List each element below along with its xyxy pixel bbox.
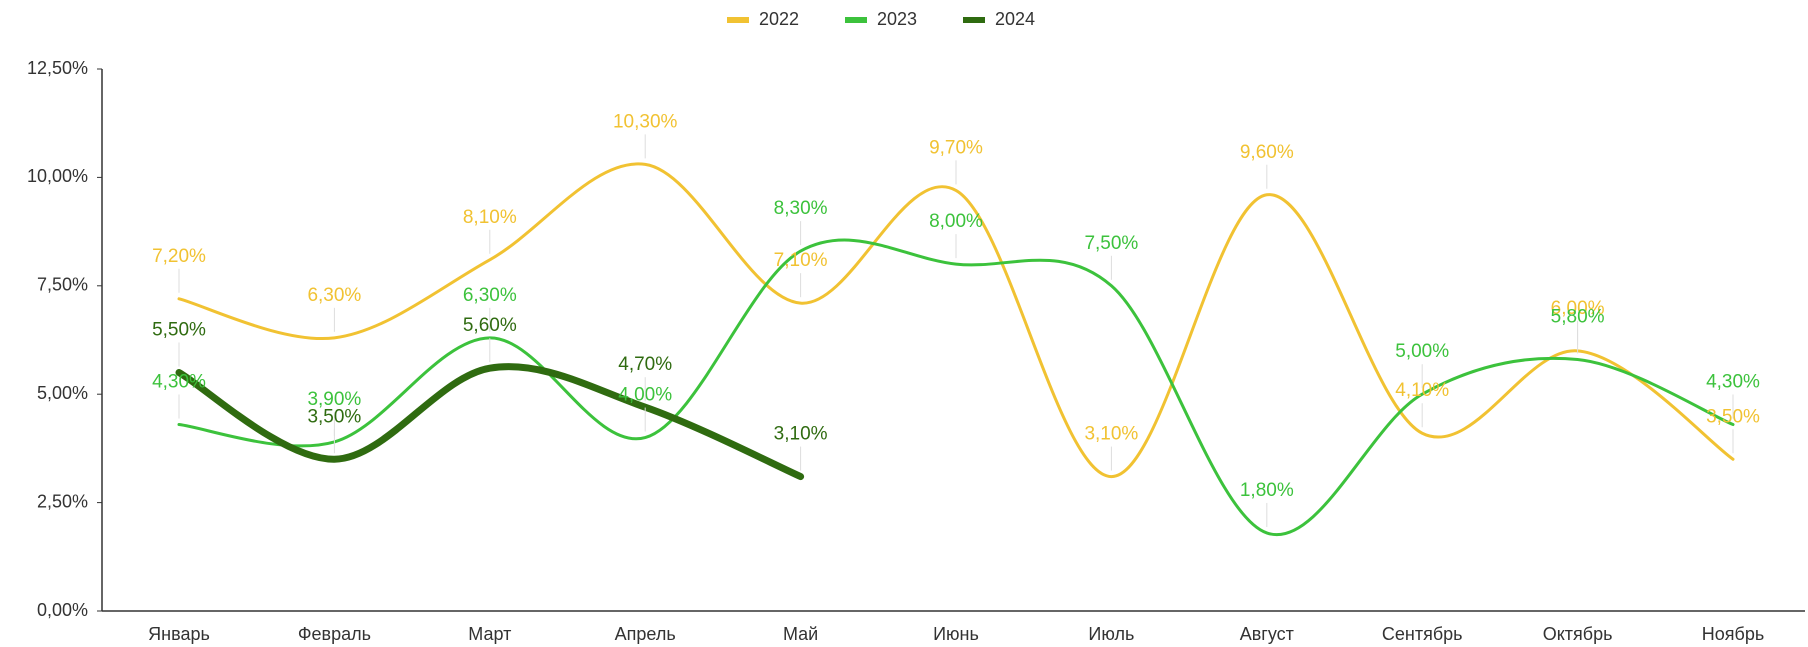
x-tick-label: Январь [148,624,210,644]
legend-label: 2023 [877,9,917,29]
value-label: 7,20% [152,246,206,267]
value-label: 6,30% [463,285,517,306]
x-tick-label: Ноябрь [1702,624,1764,644]
value-label: 7,50% [1084,233,1138,254]
series-line [177,162,1735,479]
value-label: 10,30% [613,111,678,132]
x-tick-label: Апрель [615,624,676,644]
x-tick-label: Сентябрь [1382,624,1463,644]
value-label: 4,30% [1706,372,1760,393]
y-tick-label: 10,00% [27,166,88,186]
value-label: 4,30% [152,372,206,393]
y-tick-label: 7,50% [37,275,88,295]
x-tick-label: Март [468,624,511,644]
x-tick-label: Июль [1088,624,1134,644]
series-line [177,238,1735,537]
x-tick-label: Август [1240,624,1294,644]
value-label: 3,10% [774,424,828,445]
value-label: 3,50% [307,406,361,427]
value-label: 9,60% [1240,142,1294,163]
value-label: 8,00% [929,211,983,232]
series-line [175,363,805,481]
value-label: 4,10% [1395,380,1449,401]
value-label: 6,00% [1551,298,1605,319]
x-tick-label: Май [783,624,818,644]
value-label: 9,70% [929,137,983,158]
legend-label: 2024 [995,9,1035,29]
value-label: 6,30% [307,285,361,306]
value-label: 5,80% [1551,307,1605,328]
y-tick-label: 12,50% [27,58,88,78]
value-label: 3,90% [307,389,361,410]
value-label: 5,60% [463,315,517,336]
value-label: 5,00% [1395,341,1449,362]
value-label: 3,10% [1084,424,1138,445]
x-tick-label: Октябрь [1543,624,1613,644]
value-label: 4,70% [618,354,672,375]
value-label: 5,50% [152,320,206,341]
legend-label: 2022 [759,9,799,29]
value-label: 8,30% [774,198,828,219]
y-tick-label: 5,00% [37,383,88,403]
value-label: 8,10% [463,207,517,228]
value-label: 7,10% [774,250,828,271]
y-tick-label: 2,50% [37,491,88,511]
y-tick-label: 0,00% [37,600,88,620]
value-label: 1,80% [1240,480,1294,501]
x-tick-label: Февраль [298,624,371,644]
x-tick-label: Июнь [933,624,979,644]
